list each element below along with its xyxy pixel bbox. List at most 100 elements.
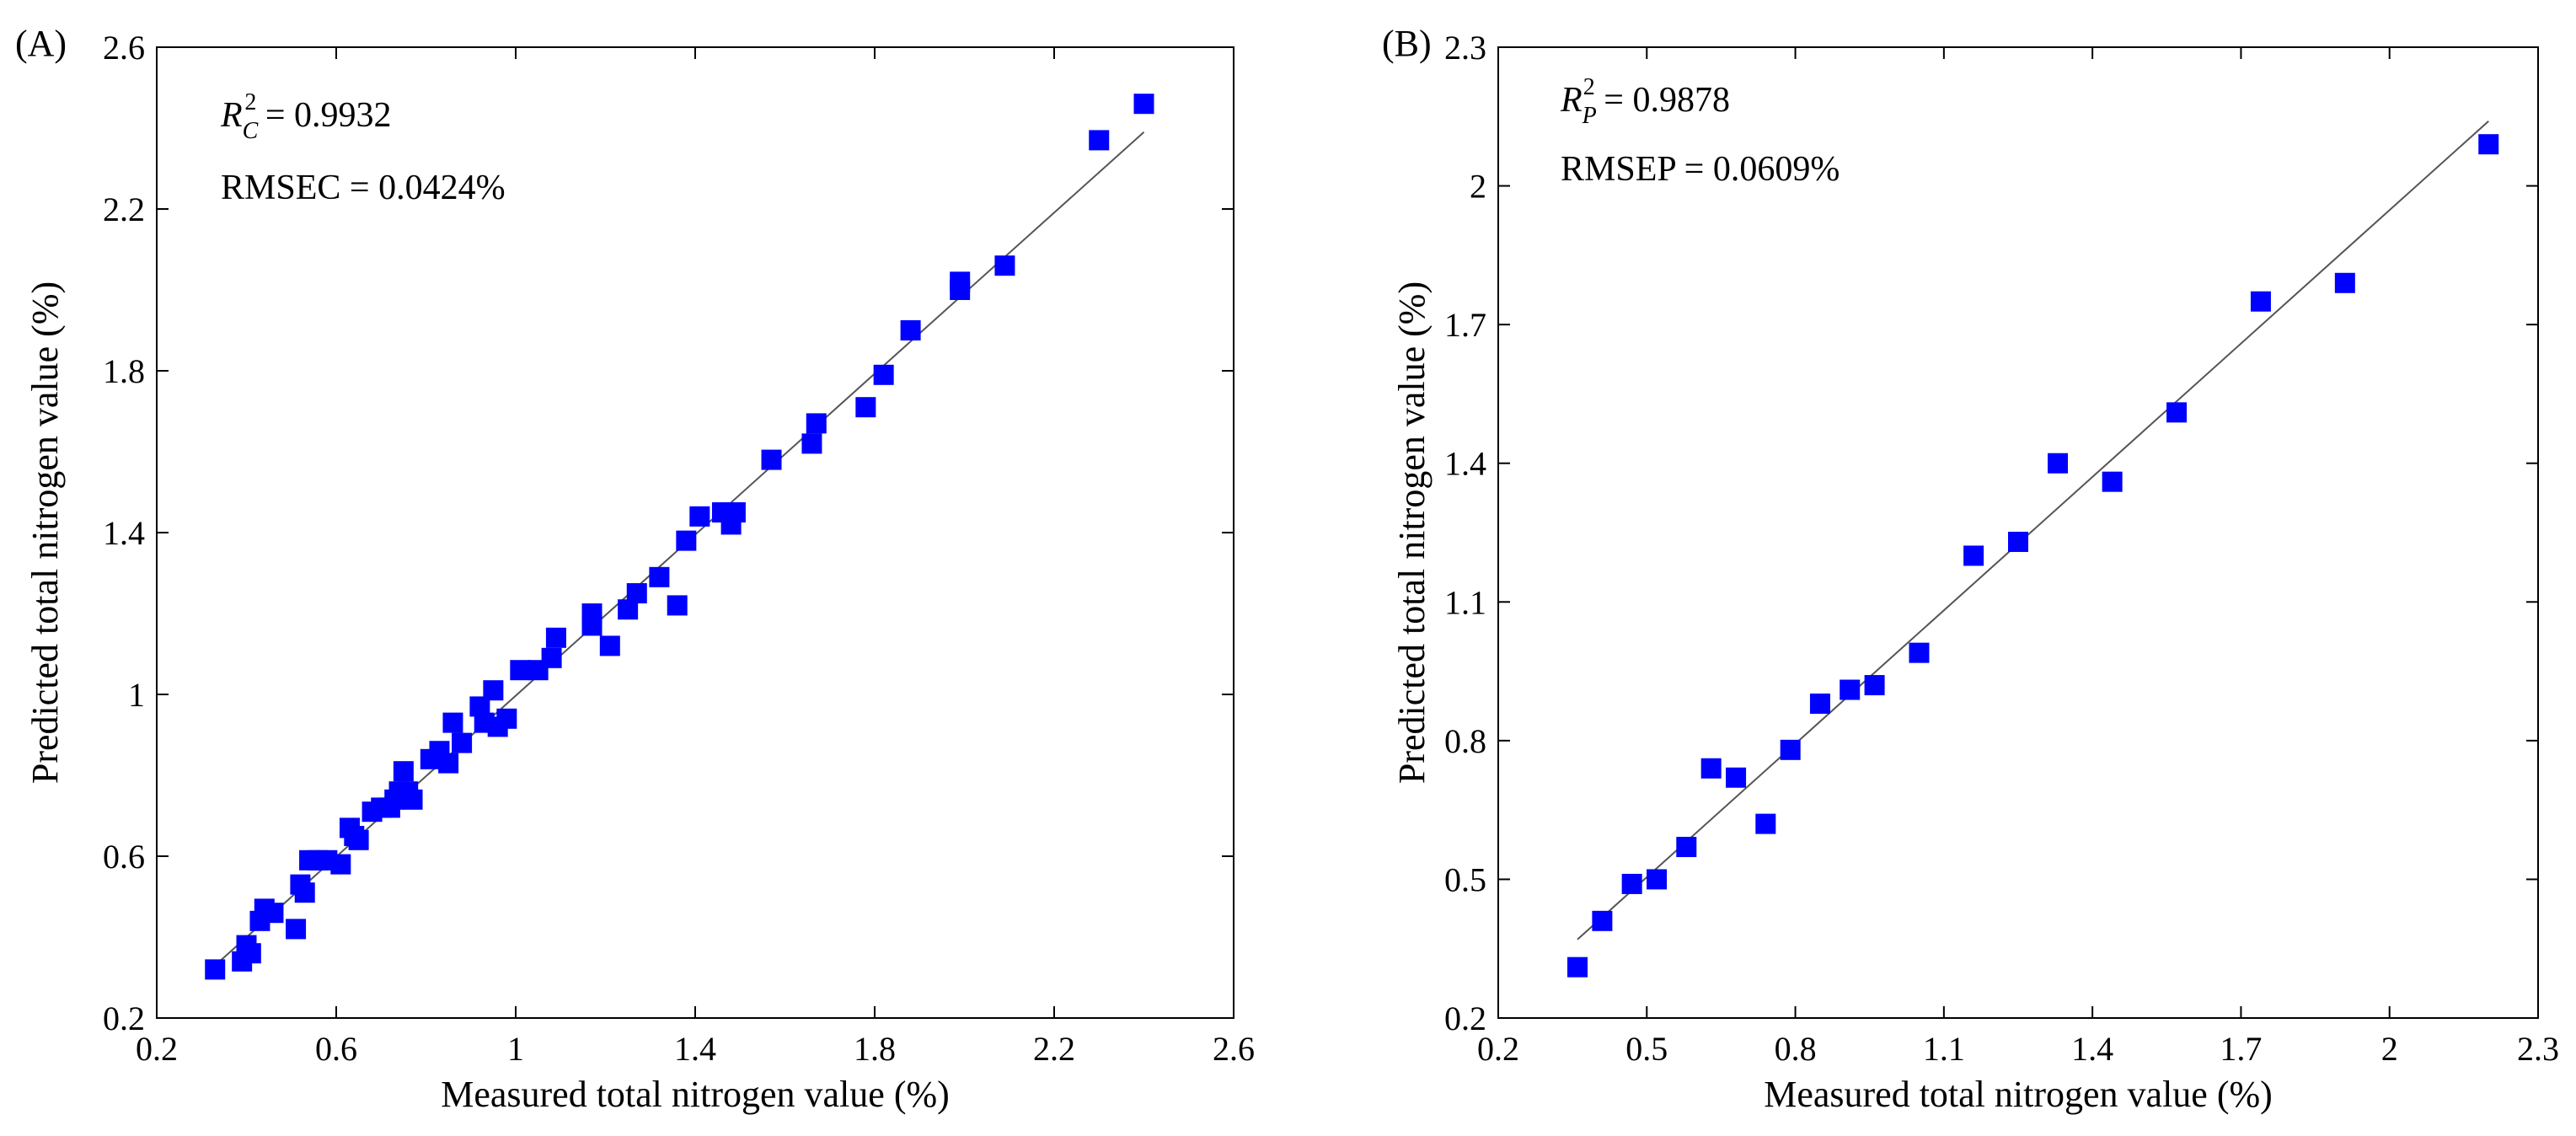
data-point <box>676 530 697 551</box>
x-axis-label: Measured total nitrogen value (%) <box>441 1074 950 1115</box>
chart-panel-a: 0.2 0.6 1 1.4 1.8 2.2 2.6 0.2 0.6 1 1.4 1.8 2.2 2.6 Me… <box>15 23 1255 1115</box>
rmse-annotation: RMSEC = 0.0424% <box>221 169 506 207</box>
data-point <box>2334 272 2355 293</box>
r-squared-value: = 0.9878 <box>1595 81 1730 120</box>
y-tick-label: 1.7 <box>1444 306 1486 344</box>
x-tick-label: 0.8 <box>1775 1030 1817 1068</box>
data-point <box>393 761 414 782</box>
y-tick-label: 2.2 <box>103 190 145 228</box>
data-point <box>1864 675 1885 696</box>
data-point <box>599 635 620 656</box>
data-point <box>483 680 504 701</box>
y-tick-label: 1.4 <box>103 514 145 552</box>
panel-label: (B) <box>1382 23 1432 64</box>
x-tick-label: 2.6 <box>1213 1030 1255 1068</box>
data-point <box>649 566 670 587</box>
data-point <box>1647 869 1668 890</box>
r-superscript: 2 <box>1583 74 1595 100</box>
data-point <box>667 595 688 616</box>
x-tick-label: 2.3 <box>2517 1030 2559 1068</box>
r-subscript: P <box>1582 103 1597 129</box>
y-tick-label: 1 <box>128 676 145 714</box>
data-point <box>496 708 517 729</box>
x-tick-label: 1.4 <box>674 1030 716 1068</box>
data-point <box>2478 134 2499 155</box>
data-point <box>689 506 710 527</box>
x-tick-label: 1.4 <box>2071 1030 2113 1068</box>
y-tick-label: 2 <box>1470 168 1486 206</box>
x-tick-label: 1.1 <box>1923 1030 1965 1068</box>
data-point <box>438 753 459 774</box>
r-squared-annotation: RP 2 = 0.9878 <box>1560 74 1730 129</box>
data-point <box>1676 837 1697 858</box>
data-point <box>801 433 822 454</box>
y-axis-label: Predicted total nitrogen value (%) <box>24 281 66 784</box>
y-tick-label: 0.5 <box>1444 860 1486 898</box>
data-point <box>1726 767 1747 788</box>
data-point <box>541 647 562 668</box>
data-point <box>1089 130 1110 151</box>
y-tick-label: 0.6 <box>103 838 145 876</box>
data-point <box>286 919 307 940</box>
data-point <box>205 959 226 980</box>
fit-line <box>1577 121 2489 940</box>
data-point <box>1567 956 1588 978</box>
r-squared-annotation: RC 2 = 0.9932 <box>220 89 392 144</box>
panel-label: (A) <box>15 23 67 64</box>
data-point <box>348 829 369 850</box>
data-point <box>2008 531 2028 552</box>
data-point <box>545 627 566 648</box>
x-axis-label: Measured total nitrogen value (%) <box>1764 1074 2273 1115</box>
y-tick-label: 1.4 <box>1444 445 1486 483</box>
y-axis-label: Predicted total nitrogen value (%) <box>1391 281 1433 784</box>
r-symbol: R <box>1560 81 1583 120</box>
x-tick-label: 1.7 <box>2220 1030 2262 1068</box>
data-point <box>330 854 351 875</box>
data-point <box>581 615 602 636</box>
data-point <box>2250 291 2271 312</box>
data-point <box>1592 910 1613 931</box>
data-point <box>873 364 894 385</box>
data-point <box>1909 642 1930 663</box>
data-point <box>1840 679 1861 700</box>
plot-frame <box>1497 46 2539 1019</box>
data-point <box>452 732 473 753</box>
data-point <box>1780 739 1801 760</box>
data-point <box>855 397 876 418</box>
r-superscript: 2 <box>244 89 256 115</box>
x-tick-label: 0.5 <box>1625 1030 1668 1068</box>
data-point <box>263 903 284 924</box>
data-point <box>1133 94 1154 115</box>
data-point <box>994 255 1015 276</box>
x-tick-label: 2 <box>2381 1030 2398 1068</box>
data-point <box>2048 453 2069 474</box>
y-tick-label: 0.2 <box>103 999 145 1037</box>
y-tick-label: 0.2 <box>1444 999 1486 1037</box>
r-symbol: R <box>220 96 243 135</box>
data-point <box>510 660 531 681</box>
rmse-annotation: RMSEP = 0.0609% <box>1561 150 1840 189</box>
data-point <box>1700 758 1722 779</box>
data-point <box>402 789 423 810</box>
data-point <box>900 320 921 340</box>
data-point <box>2102 471 2123 492</box>
y-tick-label: 2.6 <box>103 29 145 67</box>
data-point <box>761 449 782 470</box>
x-tick-label: 1 <box>507 1030 524 1068</box>
data-point <box>2166 402 2188 423</box>
data-point <box>806 413 827 434</box>
data-point <box>1755 813 1776 834</box>
data-point <box>442 712 463 733</box>
y-tick-label: 1.1 <box>1444 583 1486 621</box>
y-tick-label: 1.8 <box>103 352 145 390</box>
chart-panel-b: 0.2 0.5 0.8 1.1 1.4 1.7 2 2.3 0.2 0.5 0.8 1.1 1.4 1.7… <box>1382 23 2559 1115</box>
y-tick-label: 2.3 <box>1444 29 1486 67</box>
data-point <box>240 943 261 964</box>
x-tick-label: 1.8 <box>854 1030 896 1068</box>
data-point <box>1963 545 1984 566</box>
data-point <box>725 502 746 522</box>
r-squared-value: = 0.9932 <box>256 96 391 135</box>
data-point <box>1621 873 1642 894</box>
